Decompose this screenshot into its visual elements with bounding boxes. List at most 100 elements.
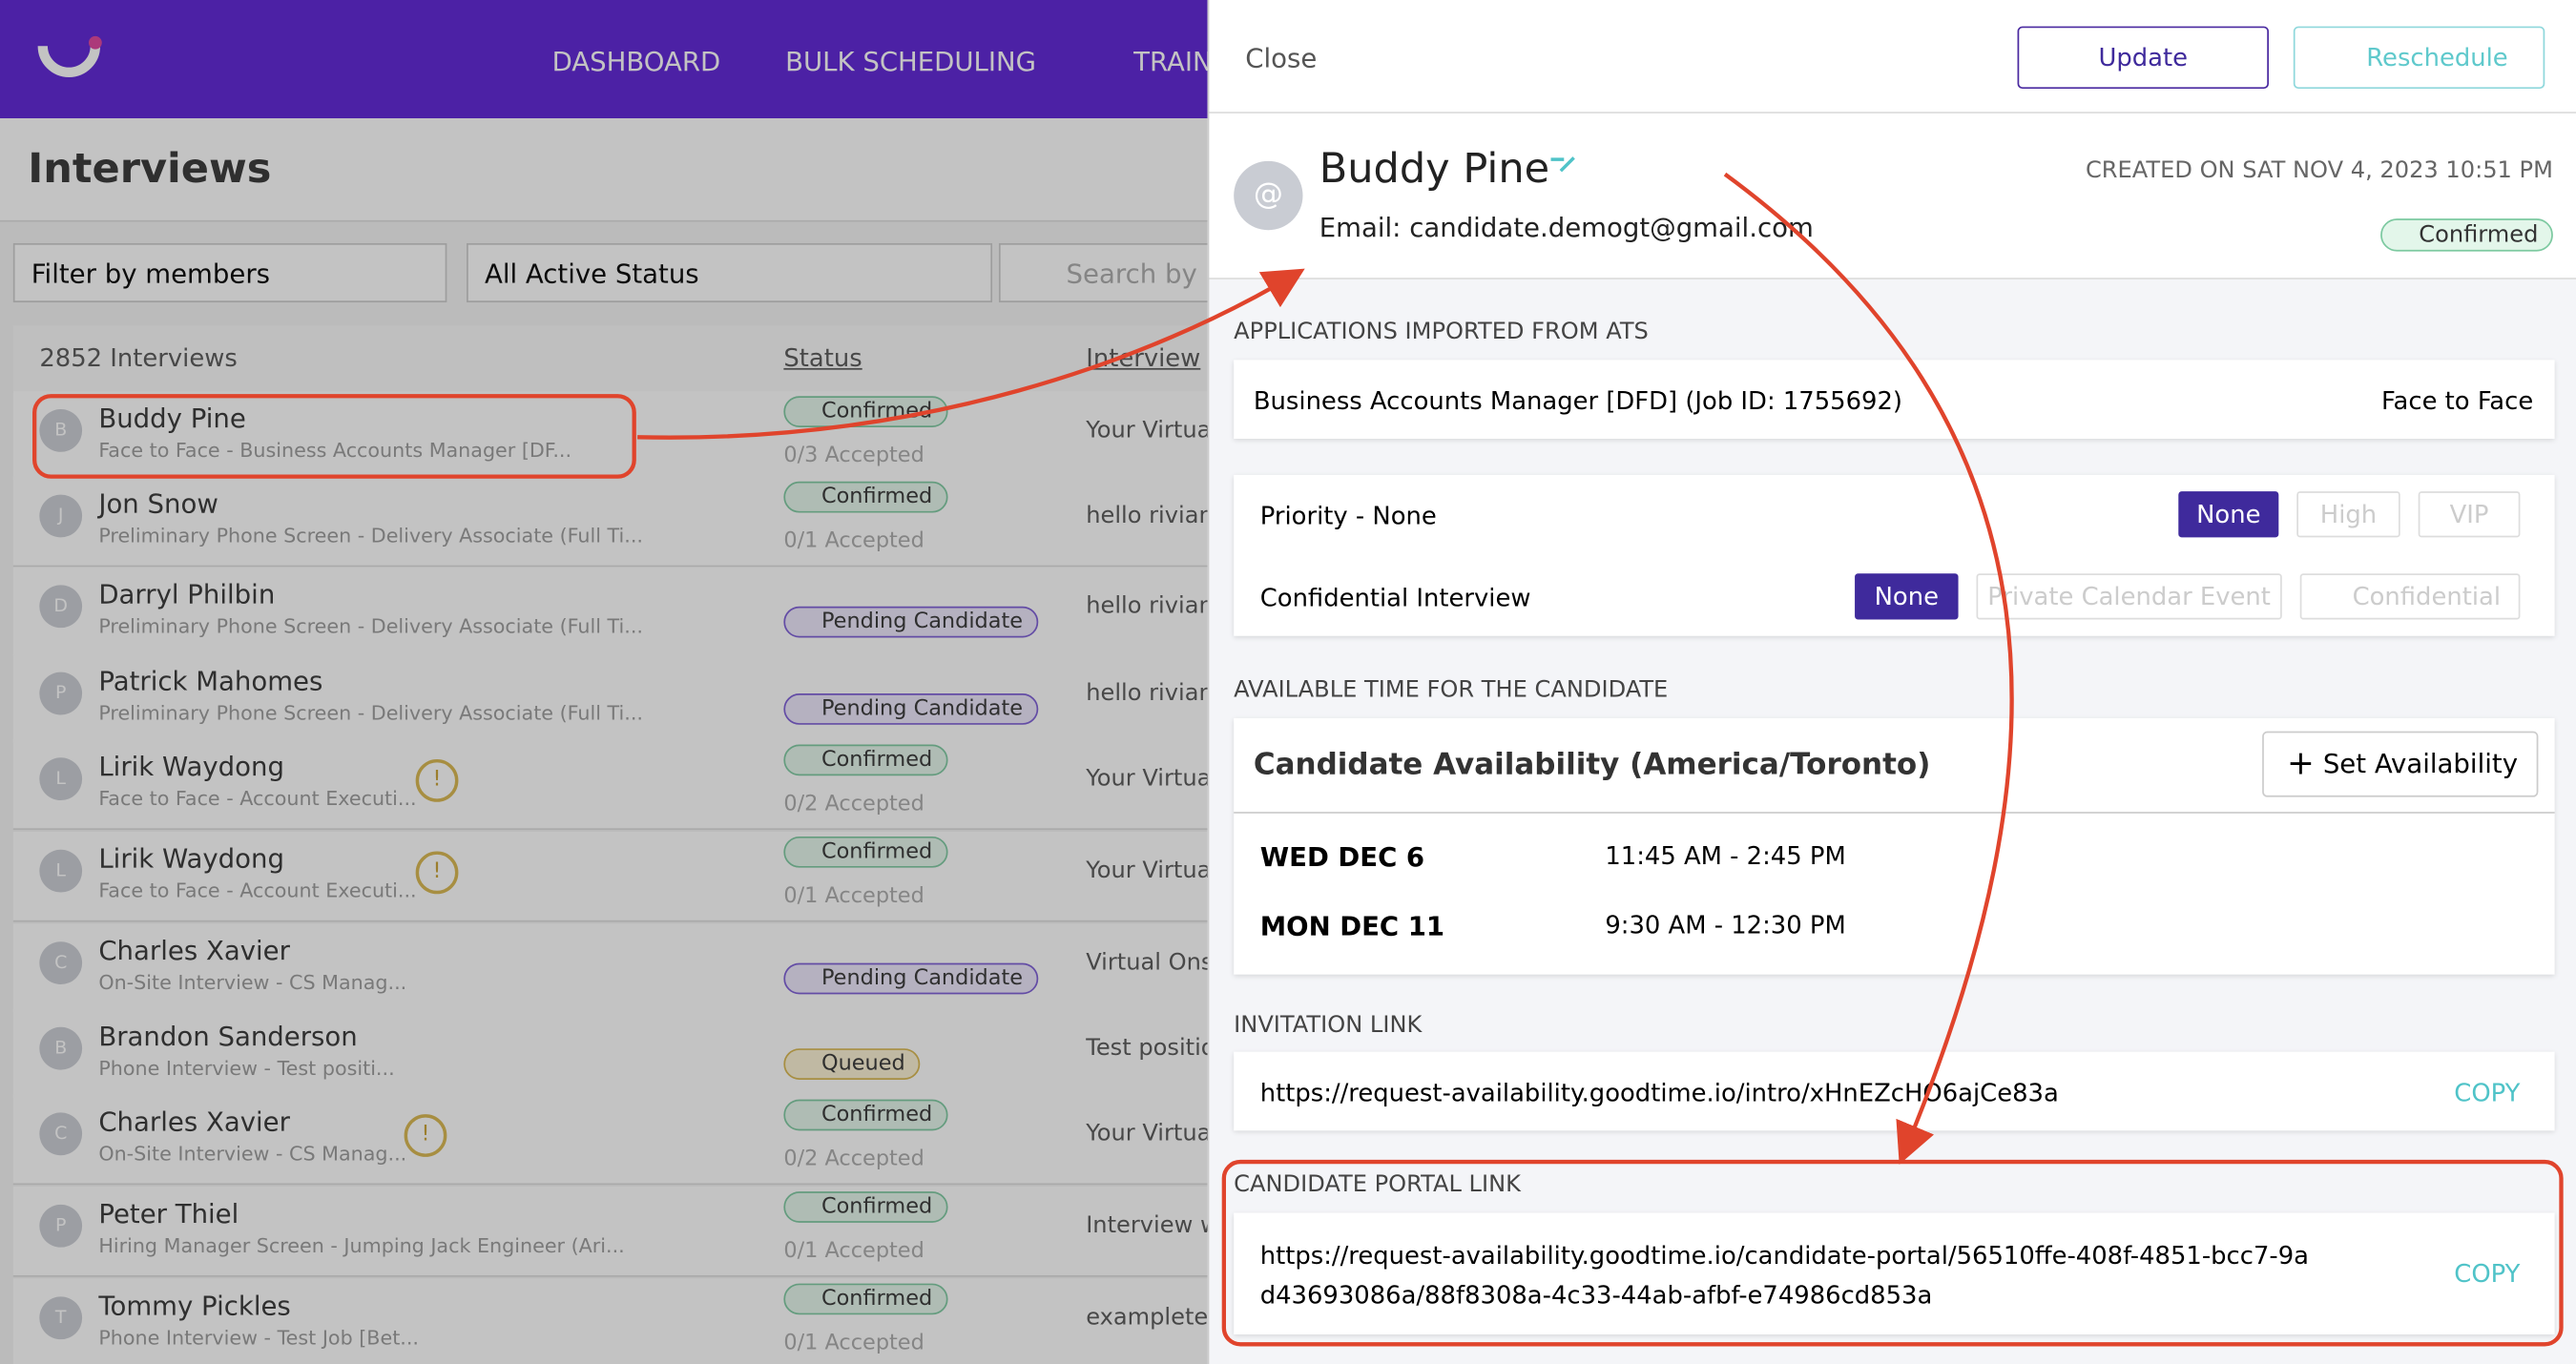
card [1234,717,2555,975]
interview: Interview w [1086,1212,1219,1240]
accepted: 0/1 Accepted [783,528,924,554]
overlay [0,0,1208,1364]
row-subtitle: On-Site Interview - CS Manag... [98,1142,407,1166]
interview: Virtual Onsi [1086,949,1220,977]
row-subtitle: Face to Face - Account Executi... [98,878,417,902]
option[interactable]: None [2178,491,2279,538]
slot-day: WED DEC 6 [1259,841,1425,873]
row-avatar: C [39,941,83,985]
row [12,391,1213,482]
row-subtitle: Preliminary Phone Screen - Delivery Asso… [98,524,643,548]
row-name: Lirik Waydong [98,842,284,875]
row-subtitle: Phone Interview - Test positi... [98,1056,395,1080]
plus-icon: + [2286,742,2315,783]
accepted: 0/2 Accepted [783,792,924,817]
row-subtitle: Face to Face - Business Accounts Manager… [98,439,572,463]
created: CREATED ON SAT NOV 4, 2023 10:51 PM [2085,157,2553,184]
logo [37,35,102,77]
status-pill: Confirmed [783,1191,947,1223]
row-subtitle: On-Site Interview - CS Manag... [98,971,407,995]
card [1234,1212,2555,1334]
candidate-name: Buddy Pine [1319,144,1550,193]
row-name: Peter Thiel [98,1197,239,1230]
nav-item[interactable]: TRAIN [1133,46,1213,77]
row-avatar: L [39,757,83,801]
option[interactable]: Confidential [2299,573,2521,620]
row [12,1278,1213,1364]
interview: Your Virtual [1086,765,1218,793]
row-name: Brandon Sanderson [98,1020,358,1052]
update-button[interactable]: Update [2017,26,2269,90]
status-pill: Confirmed [2380,218,2553,252]
nav-bar [0,0,1208,119]
set-availability[interactable]: Set Availability [2262,731,2539,797]
nav-item[interactable]: BULK SCHEDULING [785,46,1037,77]
row [12,739,1213,831]
copy-button[interactable]: COPY [2454,1078,2521,1108]
warning-icon: ! [404,1114,447,1157]
search[interactable]: Search by n [998,242,1230,303]
option[interactable]: High [2296,491,2400,538]
status-pill: Confirmed [783,1283,947,1315]
slot-time: 11:45 AM - 2:45 PM [1605,841,1846,872]
row-name: Charles Xavier [98,935,290,967]
row-name: Buddy Pine [98,403,246,434]
divider [1207,112,2576,114]
section-heading: APPLICATIONS IMPORTED FROM ATS [1234,319,1649,345]
row-name: Charles Xavier [98,1106,290,1138]
reschedule-button[interactable]: Reschedule [2293,26,2545,90]
column-header[interactable]: Status [783,343,862,374]
confidential-label: Confidential Interview [1259,583,1531,613]
status-pill: Pending Candidate [783,693,1038,725]
row-avatar: C [39,1112,83,1156]
divider [1234,812,2555,814]
section-heading: AVAILABLE TIME FOR THE CANDIDATE [1234,676,1669,704]
status-pill: Pending Candidate [783,962,1038,995]
count: 2852 Interviews [39,343,238,374]
filter-members[interactable]: Filter by members [12,242,447,303]
avatar: @ [1234,160,1303,231]
copy-button[interactable]: COPY [2454,1258,2521,1289]
row-name: Lirik Waydong [98,751,284,783]
status-pill: Queued [783,1048,921,1080]
nav-item[interactable]: DASHBOARD [551,46,721,77]
row-name: Patrick Mahomes [98,665,323,697]
warning-icon: ! [415,758,459,802]
row [12,476,1213,568]
section-heading: CANDIDATE PORTAL LINK [1234,1171,1521,1198]
slot-time: 9:30 AM - 12:30 PM [1605,910,1846,940]
option[interactable]: Private Calendar Event [1976,573,2282,620]
portal-link: https://request-availability.goodtime.io… [1259,1240,2309,1311]
row-subtitle: Face to Face - Account Executi... [98,787,417,811]
application: Business Accounts Manager [DFD] (Job ID:… [1253,385,1902,416]
accepted: 0/2 Accepted [783,1147,924,1172]
accepted: 0/1 Accepted [783,1331,924,1356]
row-avatar: L [39,849,83,893]
status-pill: Confirmed [783,396,947,427]
warning-icon: ! [415,851,459,895]
interview: hello rivian [1086,503,1214,529]
row-name: Darryl Philbin [98,578,276,610]
row [12,1008,1213,1100]
row-avatar: B [39,408,83,452]
row-avatar: D [39,585,83,629]
accepted: 0/1 Accepted [783,1239,924,1264]
row-name: Tommy Pickles [98,1290,291,1322]
close[interactable]: Close [1245,42,1318,74]
interview: Your Virtual [1086,858,1218,884]
filter-status[interactable]: All Active Status [467,242,993,303]
row-subtitle: Preliminary Phone Screen - Delivery Asso… [98,701,643,725]
row [12,831,1213,922]
application-type: Face to Face [2381,385,2534,416]
row-avatar: P [39,1204,83,1248]
row-avatar: T [39,1296,83,1340]
status-pill: Confirmed [783,1099,947,1131]
card [1234,360,2555,440]
header [0,118,1208,222]
option[interactable]: VIP [2418,491,2521,538]
accepted: 0/1 Accepted [783,883,924,909]
option[interactable]: None [1855,573,1959,620]
priority-label: Priority - None [1259,501,1437,531]
